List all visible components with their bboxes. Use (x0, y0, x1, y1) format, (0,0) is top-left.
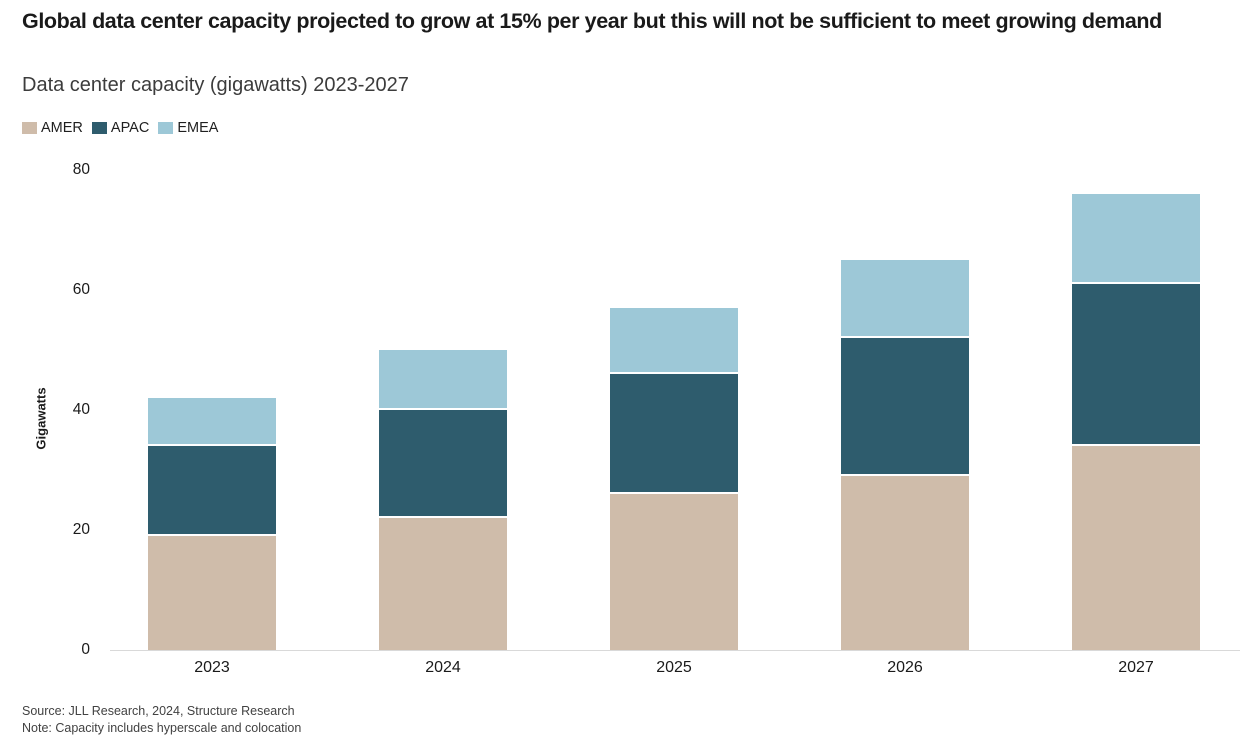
x-axis-line (110, 650, 1240, 651)
x-tick-label-2023: 2023 (194, 659, 230, 676)
chart-subtitle: Data center capacity (gigawatts) 2023-20… (22, 74, 409, 96)
emea-swatch-icon (158, 122, 174, 134)
bar-segment-2027-amer (1072, 446, 1200, 650)
bar-segment-2023-emea (148, 398, 276, 446)
bar-segment-2026-emea (841, 260, 969, 338)
legend-label-emea: EMEA (177, 120, 219, 136)
legend-item-amer: AMER (22, 120, 83, 136)
bar-segment-2027-apac (1072, 284, 1200, 446)
bar-segment-2023-amer (148, 536, 276, 650)
bar-segment-2025-amer (610, 494, 738, 650)
amer-swatch-icon (22, 122, 37, 134)
bar-segment-2026-apac (841, 338, 969, 476)
x-tick-label-2026: 2026 (887, 659, 923, 676)
legend: AMER APAC EMEA (22, 120, 218, 136)
y-tick-label-60: 60 (72, 281, 90, 298)
bar-segment-2025-emea (610, 308, 738, 374)
bar-segment-2024-amer (379, 518, 507, 650)
bar-segment-2023-apac (148, 446, 276, 536)
y-tick-label-0: 0 (81, 641, 90, 658)
y-tick-label-40: 40 (72, 401, 90, 418)
source-note: Source: JLL Research, 2024, Structure Re… (22, 704, 295, 718)
chart-title: Global data center capacity projected to… (22, 9, 1162, 33)
legend-item-emea: EMEA (158, 120, 218, 136)
x-tick-label-2024: 2024 (425, 659, 461, 676)
y-tick-label-20: 20 (72, 521, 90, 538)
footer: Source: JLL Research, 2024, Structure Re… (22, 703, 301, 736)
x-tick-label-2025: 2025 (656, 659, 692, 676)
capacity-note: Note: Capacity includes hyperscale and c… (22, 720, 302, 735)
bar-segment-2024-apac (379, 410, 507, 518)
bar-segment-2027-emea (1072, 194, 1200, 284)
y-axis-title: Gigawatts (33, 387, 49, 450)
bar-segment-2025-apac (610, 374, 738, 494)
bar-segment-2024-emea (379, 350, 507, 410)
legend-label-apac: APAC (110, 120, 150, 136)
x-tick-label-2027: 2027 (1118, 659, 1154, 676)
bar-segment-2026-amer (841, 476, 969, 650)
y-tick-label-80: 80 (72, 161, 90, 178)
legend-item-apac: APAC (91, 120, 150, 136)
apac-swatch-icon (91, 122, 107, 134)
legend-label-amer: AMER (41, 120, 83, 136)
